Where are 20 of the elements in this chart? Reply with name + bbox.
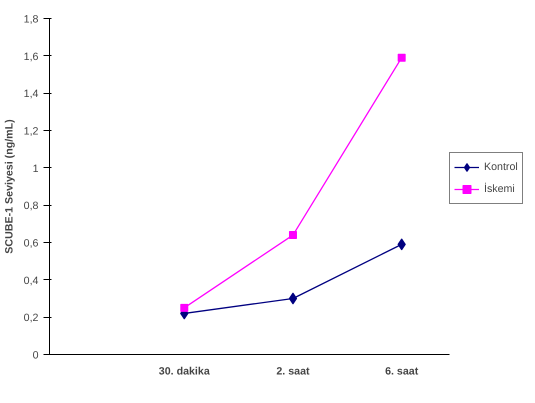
legend-label: Kontrol bbox=[484, 161, 518, 173]
y-tick-label: 1 bbox=[32, 162, 39, 175]
y-tick-label: 1,4 bbox=[24, 88, 39, 100]
legend-label: İskemi bbox=[484, 183, 515, 195]
y-tick-label: 0,4 bbox=[24, 274, 39, 287]
y-tick-label: 0 bbox=[32, 350, 39, 362]
y-tick-label: 0,8 bbox=[24, 200, 39, 212]
y-tick-label: 1,6 bbox=[24, 50, 39, 63]
y-axis-title: SCUBE-1 Seviyesi (ng/mL) bbox=[4, 118, 16, 254]
y-tick-label: 0,6 bbox=[24, 238, 39, 250]
point bbox=[288, 292, 298, 304]
point bbox=[288, 231, 297, 240]
x-tick-label: 30. dakika bbox=[158, 366, 210, 378]
y-tick-label: 0,2 bbox=[24, 312, 39, 324]
point bbox=[398, 54, 406, 62]
x-tick-label: 6. saat bbox=[385, 366, 419, 378]
y-tick-label: 1,8 bbox=[24, 14, 39, 26]
y-tick-label: 1,2 bbox=[24, 126, 39, 138]
x-tick-label: 2. saat bbox=[276, 366, 310, 378]
point bbox=[180, 304, 188, 312]
